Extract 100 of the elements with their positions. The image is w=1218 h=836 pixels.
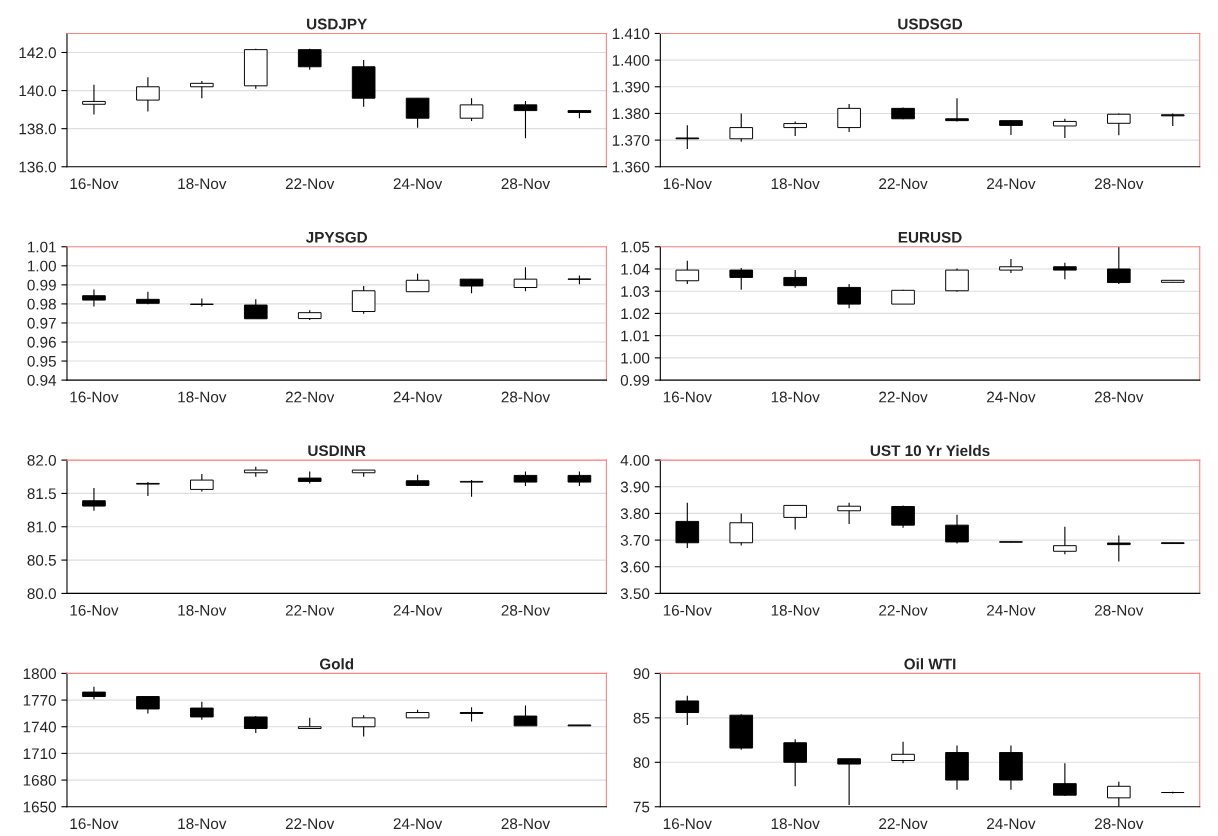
y-tick-label: 1770 — [23, 694, 56, 706]
candlestick — [999, 119, 1023, 136]
x-tick-label: 16-Nov — [663, 391, 712, 403]
chart-title: JPYSGD — [305, 231, 368, 243]
y-tick-label: 80 — [633, 757, 650, 768]
x-tick-label: 28-Nov — [501, 391, 551, 403]
y-tick-label: 1800 — [23, 668, 56, 680]
x-tick-label: 18-Nov — [178, 391, 227, 403]
x-tick-label: 24-Nov — [393, 818, 443, 830]
x-tick-label: 16-Nov — [663, 178, 712, 190]
x-tick-label: 28-Nov — [1094, 818, 1144, 830]
x-tick-label: 22-Nov — [879, 818, 928, 830]
x-tick-label: 18-Nov — [178, 818, 227, 830]
y-tick-label: 0.99 — [27, 279, 56, 291]
y-tick-label: 81.5 — [27, 488, 56, 500]
y-tick-label: 80.5 — [27, 554, 56, 566]
y-tick-label: 80.0 — [27, 588, 56, 600]
x-tick-label: 18-Nov — [178, 604, 227, 616]
x-tick-label: 28-Nov — [501, 818, 551, 830]
candlestick — [675, 124, 700, 150]
x-tick-label: 24-Nov — [393, 391, 443, 403]
candlestick — [1107, 534, 1131, 562]
candlestick — [1053, 762, 1077, 797]
x-tick-label: 28-Nov — [1094, 391, 1144, 403]
candlestick — [837, 103, 861, 133]
y-tick-label: 0.99 — [620, 374, 650, 386]
y-tick-label: 1710 — [23, 748, 56, 760]
y-tick-label: 1.360 — [612, 161, 650, 173]
candlestick — [1107, 246, 1131, 285]
y-tick-label: 1.390 — [612, 81, 650, 93]
y-tick-label: 75 — [633, 801, 650, 813]
y-tick-label: 1.00 — [28, 260, 56, 272]
x-tick-label: 22-Nov — [879, 178, 928, 190]
candlestick — [459, 97, 484, 122]
chart-title: USDJPY — [307, 18, 368, 30]
y-tick-label: 1.05 — [621, 241, 650, 253]
x-tick-label: 16-Nov — [70, 818, 119, 830]
candlestick — [243, 298, 268, 320]
y-tick-label: 1.01 — [621, 330, 650, 342]
candlestick — [513, 100, 538, 139]
x-tick-label: 18-Nov — [771, 818, 820, 830]
candlestick — [729, 112, 754, 143]
candlestick — [136, 481, 160, 497]
candlestick — [136, 291, 160, 305]
x-tick-label: 16-Nov — [663, 818, 712, 830]
candlestick — [351, 285, 376, 315]
y-tick-label: 3.70 — [620, 534, 650, 546]
candlestick — [513, 704, 538, 727]
candlestick — [82, 289, 106, 308]
y-tick-label: 0.97 — [27, 317, 56, 329]
candlestick — [405, 97, 430, 129]
candlestick — [837, 502, 861, 525]
candlestick — [891, 504, 915, 529]
y-tick-label: 1.380 — [612, 108, 650, 120]
x-tick-label: 16-Nov — [70, 178, 119, 190]
y-tick-label: 0.98 — [27, 298, 56, 310]
y-tick-label: 1.370 — [612, 134, 650, 146]
x-tick-label: 28-Nov — [501, 604, 551, 616]
y-tick-label: 142.0 — [19, 47, 56, 59]
candlestick — [675, 695, 700, 726]
x-tick-label: 24-Nov — [987, 818, 1036, 830]
y-tick-label: 4.00 — [620, 454, 650, 466]
x-tick-label: 22-Nov — [285, 391, 335, 403]
candlestick — [729, 267, 754, 291]
y-tick-label: 1.410 — [612, 28, 650, 40]
y-tick-label: 138.0 — [19, 123, 56, 135]
y-tick-label: 3.60 — [620, 561, 650, 573]
x-tick-label: 24-Nov — [987, 604, 1036, 616]
y-tick-label: 0.95 — [27, 355, 56, 367]
y-tick-label: 90 — [633, 668, 650, 680]
candlestick — [675, 260, 700, 285]
y-tick-label: 0.96 — [27, 336, 56, 348]
candlestick — [783, 504, 807, 530]
x-tick-label: 16-Nov — [663, 604, 712, 616]
chart-title: UST 10 Yr Yields — [870, 444, 990, 457]
x-tick-label: 22-Nov — [285, 818, 335, 830]
x-tick-label: 24-Nov — [393, 604, 443, 616]
y-tick-label: 0.94 — [27, 374, 57, 386]
x-tick-label: 22-Nov — [285, 604, 335, 616]
y-tick-label: 136.0 — [19, 161, 56, 173]
y-tick-label: 82.0 — [27, 454, 56, 466]
y-tick-label: 1.400 — [612, 54, 650, 66]
y-tick-label: 81.0 — [27, 521, 56, 533]
x-tick-label: 24-Nov — [987, 391, 1036, 403]
x-tick-label: 18-Nov — [178, 178, 227, 190]
y-tick-label: 3.90 — [620, 481, 650, 493]
chart-title: USDINR — [308, 445, 366, 457]
candlestick — [945, 514, 969, 545]
x-tick-label: 18-Nov — [771, 178, 820, 190]
candlestick — [837, 283, 861, 309]
candlestick — [675, 502, 700, 549]
x-tick-label: 16-Nov — [70, 391, 119, 403]
candlestick — [999, 258, 1023, 274]
x-tick-label: 22-Nov — [879, 391, 928, 403]
candlestick — [513, 266, 538, 292]
x-tick-label: 28-Nov — [1094, 604, 1144, 616]
candlestick — [136, 76, 160, 113]
candlestick — [82, 84, 106, 115]
y-tick-label: 3.50 — [620, 588, 650, 600]
y-tick-label: 1.03 — [621, 286, 650, 297]
